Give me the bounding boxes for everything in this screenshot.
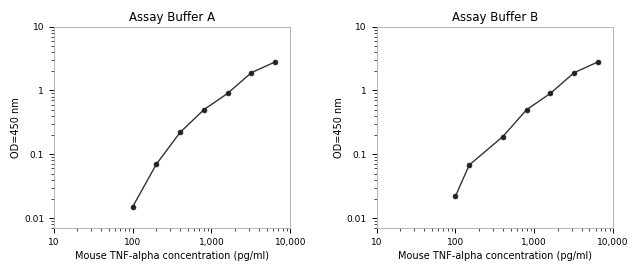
X-axis label: Mouse TNF-alpha concentration (pg/ml): Mouse TNF-alpha concentration (pg/ml) [75, 251, 269, 261]
Y-axis label: OD=450 nm: OD=450 nm [334, 97, 344, 158]
X-axis label: Mouse TNF-alpha concentration (pg/ml): Mouse TNF-alpha concentration (pg/ml) [398, 251, 592, 261]
Title: Assay Buffer A: Assay Buffer A [129, 11, 215, 24]
Y-axis label: OD=450 nm: OD=450 nm [11, 97, 21, 158]
Title: Assay Buffer B: Assay Buffer B [452, 11, 538, 24]
